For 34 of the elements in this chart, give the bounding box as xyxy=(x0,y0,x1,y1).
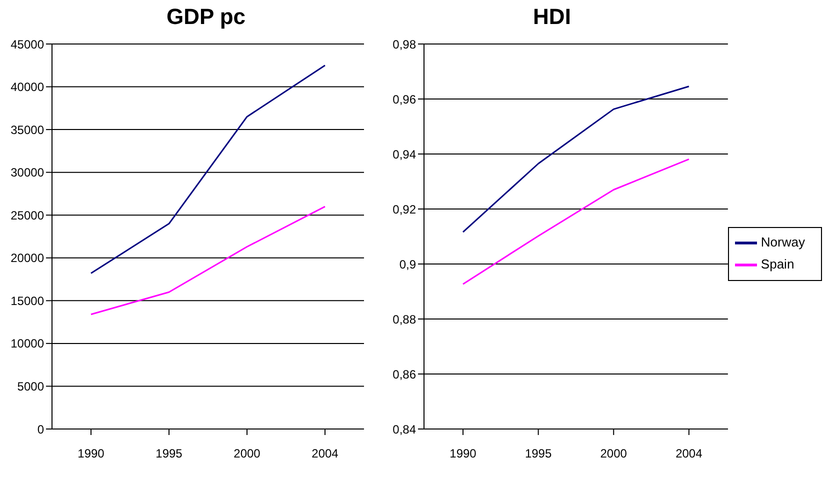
x-tick-label: 2000 xyxy=(600,446,628,461)
legend-label: Spain xyxy=(760,256,794,272)
y-tick-label: 0,98 xyxy=(392,37,416,52)
x-tick-label: 2004 xyxy=(312,446,339,461)
y-tick-label: 40000 xyxy=(10,80,44,94)
y-tick-label: 0,92 xyxy=(392,202,416,216)
y-tick-label: 15000 xyxy=(10,294,44,308)
y-tick-label: 0,84 xyxy=(392,422,416,436)
y-tick-label: 10000 xyxy=(10,336,44,351)
y-tick-label: 0,86 xyxy=(392,367,416,382)
y-tick-label: 0,94 xyxy=(392,147,416,162)
chart-title: GDP pc xyxy=(165,3,247,31)
x-tick-label: 1990 xyxy=(78,446,105,461)
y-tick-label: 0 xyxy=(37,422,44,436)
x-tick-label: 1990 xyxy=(450,446,477,461)
x-tick-label: 2004 xyxy=(676,446,703,461)
y-tick-label: 20000 xyxy=(10,251,44,266)
y-tick-label: 0,88 xyxy=(392,312,416,326)
x-tick-label: 1995 xyxy=(524,446,552,461)
legend-label: Norway xyxy=(760,234,805,250)
chart-title: HDI xyxy=(532,3,572,31)
y-tick-label: 25000 xyxy=(10,208,44,222)
y-tick-label: 5000 xyxy=(17,379,44,394)
x-tick-label: 2000 xyxy=(234,446,261,461)
y-tick-label: 0,9 xyxy=(399,257,416,272)
x-tick-label: 1995 xyxy=(156,446,183,461)
line-series xyxy=(90,206,326,316)
y-tick-label: 35000 xyxy=(10,122,44,137)
y-tick-label: 0,96 xyxy=(392,92,416,106)
y-tick-label: 45000 xyxy=(10,37,44,52)
line-series xyxy=(90,64,326,274)
y-tick-label: 30000 xyxy=(10,166,44,180)
line-series xyxy=(462,86,690,233)
line-series xyxy=(462,158,690,285)
